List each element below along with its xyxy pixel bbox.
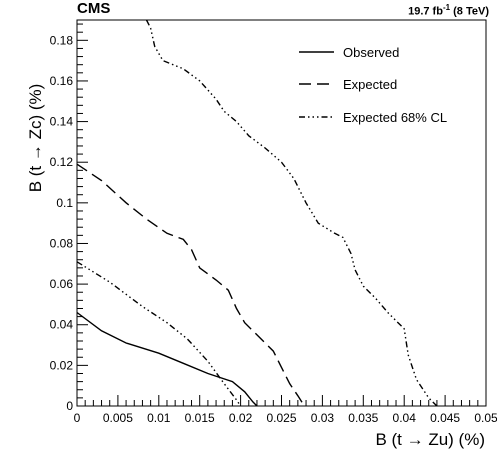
y-tick-label: 0.02 [50, 358, 74, 372]
legend-label: Expected [343, 77, 397, 92]
legend: Observed Expected Expected 68% CL [299, 45, 447, 125]
energy-label: (8 TeV) [450, 5, 489, 18]
y-tick-label: 0.14 [50, 115, 74, 129]
series-line-3-1 [76, 261, 242, 407]
x-tick-label: 0.05 [474, 411, 497, 425]
y-tick-label: 0 [66, 399, 73, 413]
lumi-value: 19.7 fb [408, 5, 443, 18]
x-tick-label: 0.01 [147, 411, 171, 425]
x-tick-label: 0.02 [229, 411, 253, 425]
y-axis-label: B (t → Zc) (%) [26, 84, 45, 193]
x-tick-label: 0.04 [393, 411, 417, 425]
series-line-1 [76, 311, 258, 407]
y-tick-label: 0.12 [50, 155, 74, 169]
x-tick-label: 0.015 [185, 411, 215, 425]
series-line-2 [76, 163, 305, 407]
x-tick-label: 0.045 [430, 411, 460, 425]
x-tick-label: 0.035 [348, 411, 378, 425]
axis-ticks [76, 23, 487, 407]
legend-label: Observed [343, 45, 399, 60]
luminosity-label: 19.7 fb-1 (8 TeV) [408, 3, 489, 18]
series-line-3-2 [145, 19, 438, 407]
y-tick-label: 0.08 [50, 236, 74, 250]
x-tick-label: 0.005 [103, 411, 133, 425]
x-tick-label: 0.025 [266, 411, 296, 425]
y-tick-label: 0.18 [50, 33, 74, 47]
x-axis-label: B (t → Zu) (%) [375, 430, 485, 449]
limit-curves [76, 19, 438, 407]
y-tick-label: 0.04 [50, 318, 74, 332]
y-tick-label: 0.06 [50, 277, 74, 291]
x-tick-label: 0 [74, 411, 81, 425]
y-tick-label: 0.16 [50, 74, 74, 88]
y-tick-label: 0.1 [56, 196, 73, 210]
x-tick-label: 0.03 [311, 411, 335, 425]
tick-labels: 0 0.005 0.01 0.015 0.02 0.025 0.03 0.035 0.04 0.0… [50, 33, 497, 425]
legend-label: Expected 68% CL [343, 110, 447, 125]
lumi-exponent: -1 [442, 3, 451, 12]
experiment-label: CMS [77, 0, 111, 17]
